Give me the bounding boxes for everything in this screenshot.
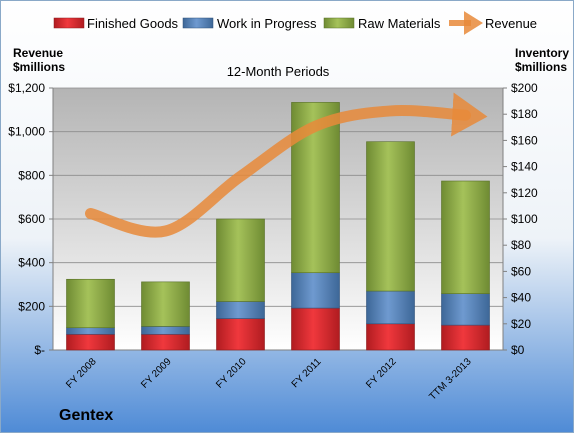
bar-work-in-progress-fy-2012[interactable] — [366, 290, 415, 325]
right-tick-label: $20 — [511, 317, 531, 331]
left-tick-label: $400 — [18, 256, 45, 270]
legend-swatch-finished-goods — [53, 17, 85, 29]
bar-finished-goods-fy-2012[interactable] — [366, 323, 415, 351]
bar-work-in-progress-fy-2009[interactable] — [141, 326, 190, 335]
legend-swatch-work-in-progress — [182, 17, 214, 29]
left-axis-ticks: $- $200 $400 $600 $800 $1,000 $1,200 — [8, 81, 53, 357]
right-axis-title-line1: Inventory — [515, 46, 569, 60]
legend-swatch-raw-materials — [323, 17, 355, 29]
bar-raw-materials-ttm-3-2013[interactable] — [441, 180, 490, 294]
bar-finished-goods-fy-2009[interactable] — [141, 333, 190, 351]
legend-label-finished-goods: Finished Goods — [87, 16, 179, 31]
right-tick-label: $100 — [511, 212, 538, 226]
legend-item-raw-materials[interactable]: Raw Materials — [323, 16, 441, 31]
bar-work-in-progress-fy-2010[interactable] — [216, 301, 265, 319]
left-tick-label: $200 — [18, 299, 45, 313]
bars — [66, 102, 490, 351]
legend-item-revenue[interactable]: Revenue — [449, 11, 537, 35]
company-name: Gentex — [59, 407, 113, 424]
legend: Finished Goods Work in Progress Raw Mate… — [53, 11, 537, 35]
bar-work-in-progress-fy-2008[interactable] — [66, 327, 115, 335]
left-tick-label: $- — [34, 343, 45, 357]
right-tick-label: $40 — [511, 291, 531, 305]
bar-finished-goods-fy-2008[interactable] — [66, 333, 115, 351]
bar-work-in-progress-ttm-3-2013[interactable] — [441, 293, 490, 326]
bar-raw-materials-fy-2012[interactable] — [366, 141, 415, 292]
right-tick-label: $160 — [511, 133, 538, 147]
left-tick-label: $1,200 — [8, 81, 45, 95]
left-tick-label: $1,000 — [8, 125, 45, 139]
right-tick-label: $140 — [511, 160, 538, 174]
left-tick-label: $800 — [18, 168, 45, 182]
right-axis-ticks: $0 $20 $40 $60 $80 $100 $120 $140 $160 $180 $200 — [503, 81, 538, 357]
left-axis-title-line1: Revenue — [13, 46, 63, 60]
right-tick-label: $200 — [511, 81, 538, 95]
bar-raw-materials-fy-2008[interactable] — [66, 278, 115, 329]
gridlines — [53, 87, 503, 307]
right-tick-label: $80 — [511, 238, 531, 252]
right-tick-label: $0 — [511, 343, 525, 357]
revenue-line-path[interactable] — [85, 92, 488, 238]
legend-label-work-in-progress: Work in Progress — [217, 16, 317, 31]
right-axis-title-line2: $millions — [515, 60, 567, 74]
bar-finished-goods-fy-2010[interactable] — [216, 318, 265, 351]
legend-label-revenue: Revenue — [485, 16, 537, 31]
bar-finished-goods-fy-2011[interactable] — [291, 307, 340, 351]
right-tick-label: $120 — [511, 186, 538, 200]
left-axis-title-line2: $millions — [13, 60, 65, 74]
legend-item-finished-goods[interactable]: Finished Goods — [53, 16, 179, 31]
legend-item-work-in-progress[interactable]: Work in Progress — [182, 16, 317, 31]
legend-label-raw-materials: Raw Materials — [358, 16, 441, 31]
chart-title: 12-Month Periods — [227, 64, 330, 79]
right-tick-label: $180 — [511, 107, 538, 121]
right-tick-label: $60 — [511, 264, 531, 278]
left-tick-label: $600 — [18, 212, 45, 226]
revenue-line — [85, 92, 488, 238]
bar-raw-materials-fy-2010[interactable] — [216, 218, 265, 302]
bar-work-in-progress-fy-2011[interactable] — [291, 272, 340, 309]
bar-raw-materials-fy-2009[interactable] — [141, 281, 190, 327]
bar-finished-goods-ttm-3-2013[interactable] — [441, 324, 490, 351]
